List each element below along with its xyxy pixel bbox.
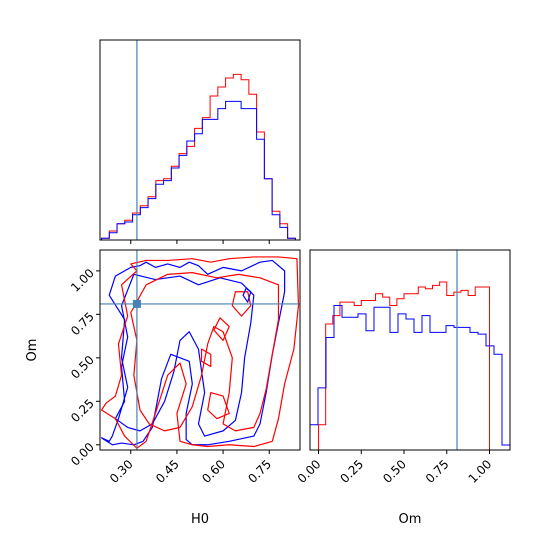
x-axis-label-h0: H0 bbox=[191, 512, 209, 527]
om-hist-blue bbox=[309, 305, 511, 450]
h0-hist-frame bbox=[99, 39, 301, 241]
om-hist-red bbox=[318, 281, 490, 450]
om-hist-x-tick-label: 0.25 bbox=[337, 457, 366, 486]
h0-hist-red bbox=[101, 73, 296, 240]
joint-y-tick-label: 0.75 bbox=[68, 309, 97, 338]
om-hist-x-tick-label: 1.00 bbox=[466, 457, 495, 486]
om-hist-x-tick-label: 0.75 bbox=[423, 457, 452, 486]
joint-y-tick-label: 0.50 bbox=[68, 353, 97, 382]
x-axis-label-om: Om bbox=[399, 512, 422, 527]
joint-y-tick-label: 0.25 bbox=[68, 396, 97, 425]
joint-contours bbox=[100, 256, 300, 449]
contour-blue-inner bbox=[114, 273, 255, 437]
om-hist-x-tick-label: 0.50 bbox=[380, 457, 409, 486]
h0-hist-blue bbox=[101, 100, 296, 240]
joint-x-tick-label: 0.60 bbox=[199, 457, 228, 486]
contour-red-inner-3 bbox=[213, 317, 230, 342]
joint-x-tick-label: 0.30 bbox=[107, 457, 136, 486]
joint-frame bbox=[99, 249, 301, 451]
contour-red-inner-1 bbox=[207, 392, 230, 420]
joint-x-tick-label: 0.75 bbox=[245, 457, 274, 486]
contour-red-inner-2 bbox=[200, 348, 212, 368]
joint-y-tick-label: 0.00 bbox=[68, 440, 97, 469]
joint-truth-marker bbox=[132, 299, 141, 308]
contour-blue-outer bbox=[100, 259, 286, 446]
y-axis-label-om: Om bbox=[25, 339, 40, 362]
contour-red-middle bbox=[130, 272, 280, 432]
contour-blue-inner-2 bbox=[242, 287, 252, 303]
om-histogram-panel: 0.00 0.25 0.50 0.75 1.00 bbox=[295, 249, 511, 486]
contour-red-outer bbox=[100, 256, 300, 449]
joint-x-tick-label: 0.45 bbox=[153, 457, 182, 486]
joint-contour-panel: 0.30 0.45 0.60 0.75 0.00 0.25 0.50 0.75 1.00 bbox=[68, 249, 301, 486]
h0-histogram-panel bbox=[99, 39, 301, 244]
om-hist-frame bbox=[309, 249, 511, 451]
joint-y-tick-label: 1.00 bbox=[68, 266, 97, 295]
om-hist-x-tick-label: 0.00 bbox=[295, 457, 324, 486]
